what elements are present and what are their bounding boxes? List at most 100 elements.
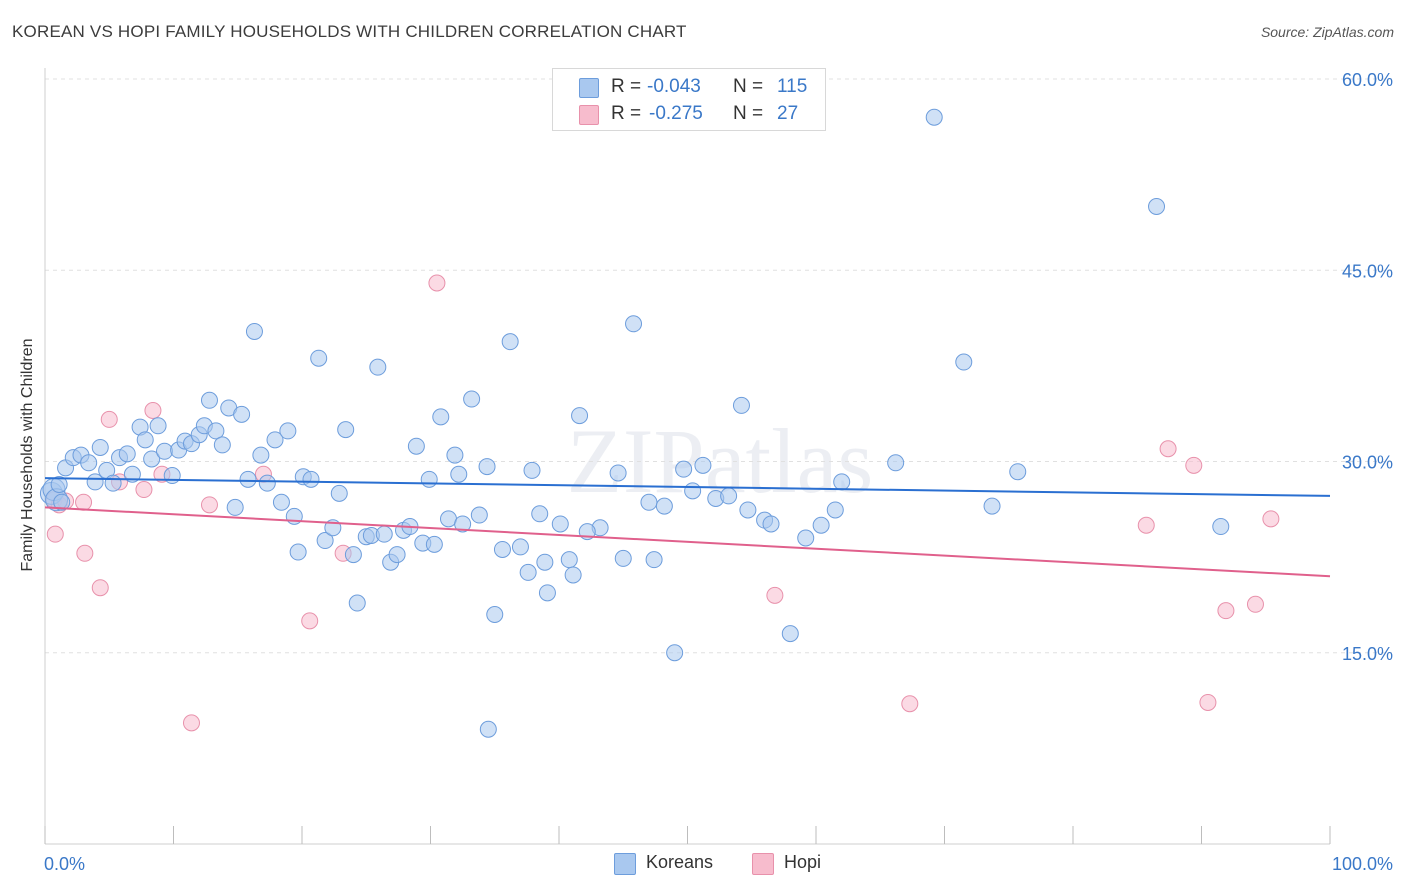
korean-point [812,516,830,534]
korean-point [252,446,270,464]
korean-point [439,510,457,528]
hopi-point [428,274,446,292]
korean-point [104,474,122,492]
hopi-point [91,579,109,597]
korean-point [797,529,815,547]
hopi-point [200,496,218,514]
stats-row-hopi: R = -0.275 N = 27 [553,101,825,127]
korean-point [781,625,799,643]
stats-row-koreans: R = -0.043 N = 115 [553,74,825,100]
trend-lines [44,477,1331,578]
hopi-point [1246,595,1264,613]
hopi-point [144,402,162,419]
korean-point [519,563,537,581]
hopi-swatch [579,105,599,125]
korean-point [156,442,174,460]
korean-point [762,515,780,533]
korean-point [720,487,738,505]
korean-point [560,551,578,569]
korean-point [645,551,663,569]
korean-point [80,454,98,472]
tick-labels: 15.0% 30.0% 45.0% 60.0% 0.0% 100.0% [44,70,1393,874]
chart-title: KOREAN VS HOPI FAMILY HOUSEHOLDS WITH CH… [12,22,687,41]
hopi-point [46,525,64,543]
n-label: N = [733,76,764,97]
hopi-point [75,493,93,511]
korean-point [245,322,263,340]
korean-point [955,353,973,371]
korean-point [348,594,366,612]
korean-point [739,501,757,519]
korean-point [330,484,348,502]
axes [44,68,1331,845]
n-value: 115 [777,76,808,97]
korean-point [450,465,468,483]
r-value: -0.043 [647,76,701,97]
korean-point [538,584,556,602]
korean-point [91,438,109,456]
korean-point [564,566,582,584]
hopi-point [76,544,94,562]
y-tick-label: 60.0% [1342,70,1393,90]
korean-point [479,720,497,738]
korean-point [684,482,702,500]
hopi-point [1217,602,1235,620]
hopi-point [135,481,153,499]
hopi-point [1137,516,1155,534]
y-tick-label: 30.0% [1342,453,1393,473]
korean-point [454,515,472,533]
korean-point [925,108,943,126]
korean-point [493,540,511,558]
korean-point [732,396,750,414]
korean-point [571,407,589,425]
korean-point [501,333,519,351]
korean-point [536,553,554,571]
korean-point [143,450,161,468]
korean-point [136,431,154,449]
korean-point [609,464,627,482]
korean-point [511,538,529,556]
korean-point [420,470,438,488]
korean-point [446,446,464,464]
hopi-point [1185,456,1203,474]
x-tick-label: 0.0% [44,854,85,874]
korean-point [375,525,393,543]
r-value: -0.275 [649,103,703,124]
hopi-point [1262,510,1280,528]
korean-point [226,498,244,516]
r-label: R = [611,76,642,97]
hopi-point [901,695,919,713]
korean-point [432,408,450,426]
korean-point [200,391,218,409]
korean-point [625,315,643,333]
n-value: 27 [777,103,799,124]
x-tick-label: 100.0% [1332,854,1393,874]
korean-point [388,546,406,564]
korean-point [833,473,851,491]
korean-point [266,431,284,449]
stats-box: R = -0.043 N = 115 R = -0.275 N = 27 [552,68,826,131]
legend-koreans-swatch [614,853,636,875]
koreans-trend-line [44,477,1331,497]
y-tick-label: 45.0% [1342,261,1393,281]
koreans-swatch [579,78,599,98]
hopi-point [100,410,118,428]
hopi-point [1199,693,1217,711]
hopi-point [182,714,200,732]
hopi-trend-line [44,506,1331,578]
korean-point [272,493,290,511]
korean-point [316,532,334,550]
korean-point [887,454,905,472]
korean-point [149,417,167,435]
koreans-series [39,108,1230,738]
legend-hopi-label: Hopi [784,852,822,872]
korean-point [983,497,1001,515]
korean-point [655,497,673,515]
korean-point [1148,198,1166,215]
korean-point [470,506,488,524]
korean-point [675,460,693,478]
korean-point [279,422,297,440]
korean-point [337,421,355,439]
korean-point [302,470,320,488]
legend-hopi-swatch [752,853,774,875]
